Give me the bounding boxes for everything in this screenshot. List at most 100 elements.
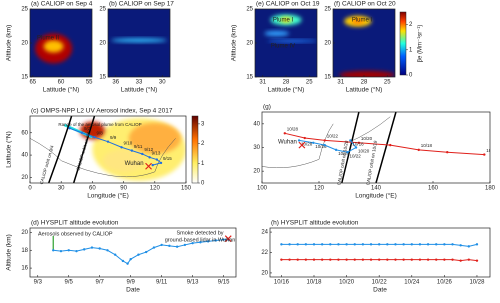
series-point — [451, 258, 454, 261]
point-label: 10/28 — [287, 126, 299, 131]
x-tick-label: 9/11 — [156, 280, 168, 286]
x-tick-label: 10/16 — [274, 280, 290, 286]
point-label: 9/11 — [134, 144, 143, 149]
y-tick-label: 20 — [21, 230, 28, 236]
series-point — [475, 243, 479, 246]
colorbar — [191, 115, 199, 184]
series-point — [206, 240, 210, 243]
series-point — [175, 245, 179, 248]
series-point — [389, 143, 392, 147]
colorbar-tick-label: 0 — [409, 73, 413, 79]
series-point — [106, 140, 110, 143]
series-point — [59, 249, 63, 253]
point-label: 10/22 — [350, 153, 362, 158]
x-tick-label: 10/26 — [437, 280, 453, 286]
y-tick-label: 20 — [261, 270, 268, 276]
series-point — [183, 243, 187, 247]
series-point — [410, 258, 413, 261]
y-tick-label: 22 — [261, 250, 268, 256]
point-label: 9/10 — [124, 140, 133, 145]
series-point — [329, 243, 332, 246]
x-tick-label: 28 — [361, 80, 368, 86]
x-tick-label: 9/5 — [65, 280, 74, 286]
point-label: 10/16 — [486, 148, 498, 153]
orbit-line — [72, 116, 96, 183]
x-tick-label: 140 — [371, 186, 382, 192]
x-axis-label: Longitude (°E) — [355, 192, 397, 200]
point-label: 10/22 — [327, 134, 339, 139]
plot-area: 9/7 9/8 9/9 9/109/119/129/139/15 — [30, 116, 186, 183]
series-point — [459, 244, 462, 247]
series-point — [320, 243, 324, 246]
plot-area — [52, 235, 232, 265]
series-point — [93, 136, 96, 139]
x-axis-label: Longitude (°E) — [87, 192, 129, 200]
x-tick-label: 55 — [86, 80, 93, 86]
y-tick-label: 18 — [21, 248, 28, 254]
plot-area — [30, 9, 92, 77]
series-point — [402, 258, 405, 261]
series-point — [68, 127, 71, 130]
series-point — [126, 262, 129, 265]
y-tick-label: 20 — [324, 41, 331, 47]
series-point — [386, 243, 389, 246]
series-point — [121, 259, 125, 263]
y-axis-label: Altitude (km) — [6, 25, 13, 61]
y-tick-label: 25 — [99, 7, 106, 13]
y-tick-label: 15 — [21, 75, 28, 81]
point-label: 10/16 — [352, 142, 364, 147]
x-tick-label: 31 — [337, 80, 344, 86]
x-tick-label: 150 — [181, 186, 192, 192]
panel-title: (b) CALIOP on Sep 17 — [109, 1, 174, 8]
plot-area — [108, 9, 170, 77]
series-point — [446, 151, 449, 154]
y-tick-label: 40 — [21, 153, 28, 159]
x-tick-label: 31 — [259, 80, 266, 86]
plot-area — [255, 9, 317, 77]
x-axis-label: Latitude (°N) — [346, 86, 383, 94]
series-point — [369, 258, 373, 261]
series-point — [106, 249, 109, 252]
x-tick-label: 9/3 — [34, 280, 43, 286]
y-tick-label: 20 — [21, 175, 28, 181]
x-tick-label: 30 — [159, 80, 166, 86]
series-point — [354, 146, 358, 149]
heatmap-feature — [111, 38, 167, 43]
series-point — [148, 156, 151, 159]
annotation: Plume II — [37, 36, 59, 42]
x-tick-label: 180 — [485, 186, 496, 192]
x-tick-label: 9/7 — [96, 280, 105, 286]
plot-area — [280, 243, 479, 262]
x-tick-label: 65 — [29, 80, 36, 86]
series-point — [83, 248, 86, 251]
series-point — [129, 257, 132, 261]
series-point — [280, 243, 283, 246]
series-point — [130, 149, 134, 152]
y-tick-label: 16 — [21, 266, 28, 272]
y-tick-label: 15 — [99, 75, 106, 81]
series-point — [346, 151, 349, 154]
annotation: Plume I — [352, 18, 373, 24]
series-point — [418, 258, 422, 261]
series-point — [297, 139, 301, 142]
series-point — [90, 246, 94, 249]
series-point — [160, 243, 163, 247]
heatmap-feature — [264, 30, 290, 37]
series-point — [417, 148, 420, 152]
series-point — [144, 250, 148, 254]
x-tick-label: 9/9 — [127, 280, 136, 286]
x-tick-label: 100 — [257, 186, 268, 192]
series-point — [426, 243, 430, 246]
colorbar-tick-label: 1 — [201, 161, 205, 167]
colorbar-tick-label: 2 — [201, 141, 205, 147]
point-label: 10/20 — [361, 136, 373, 141]
series-point — [361, 258, 365, 261]
series-point — [312, 258, 316, 261]
series-point — [283, 132, 286, 135]
series-point — [402, 243, 405, 246]
series-point — [337, 258, 340, 261]
y-tick-label: 15 — [246, 75, 253, 81]
panel-title: (d) HYSPLIT altitude evolution — [31, 220, 119, 227]
panel-title: (f) CALIOP on Oct 20 — [334, 1, 396, 8]
